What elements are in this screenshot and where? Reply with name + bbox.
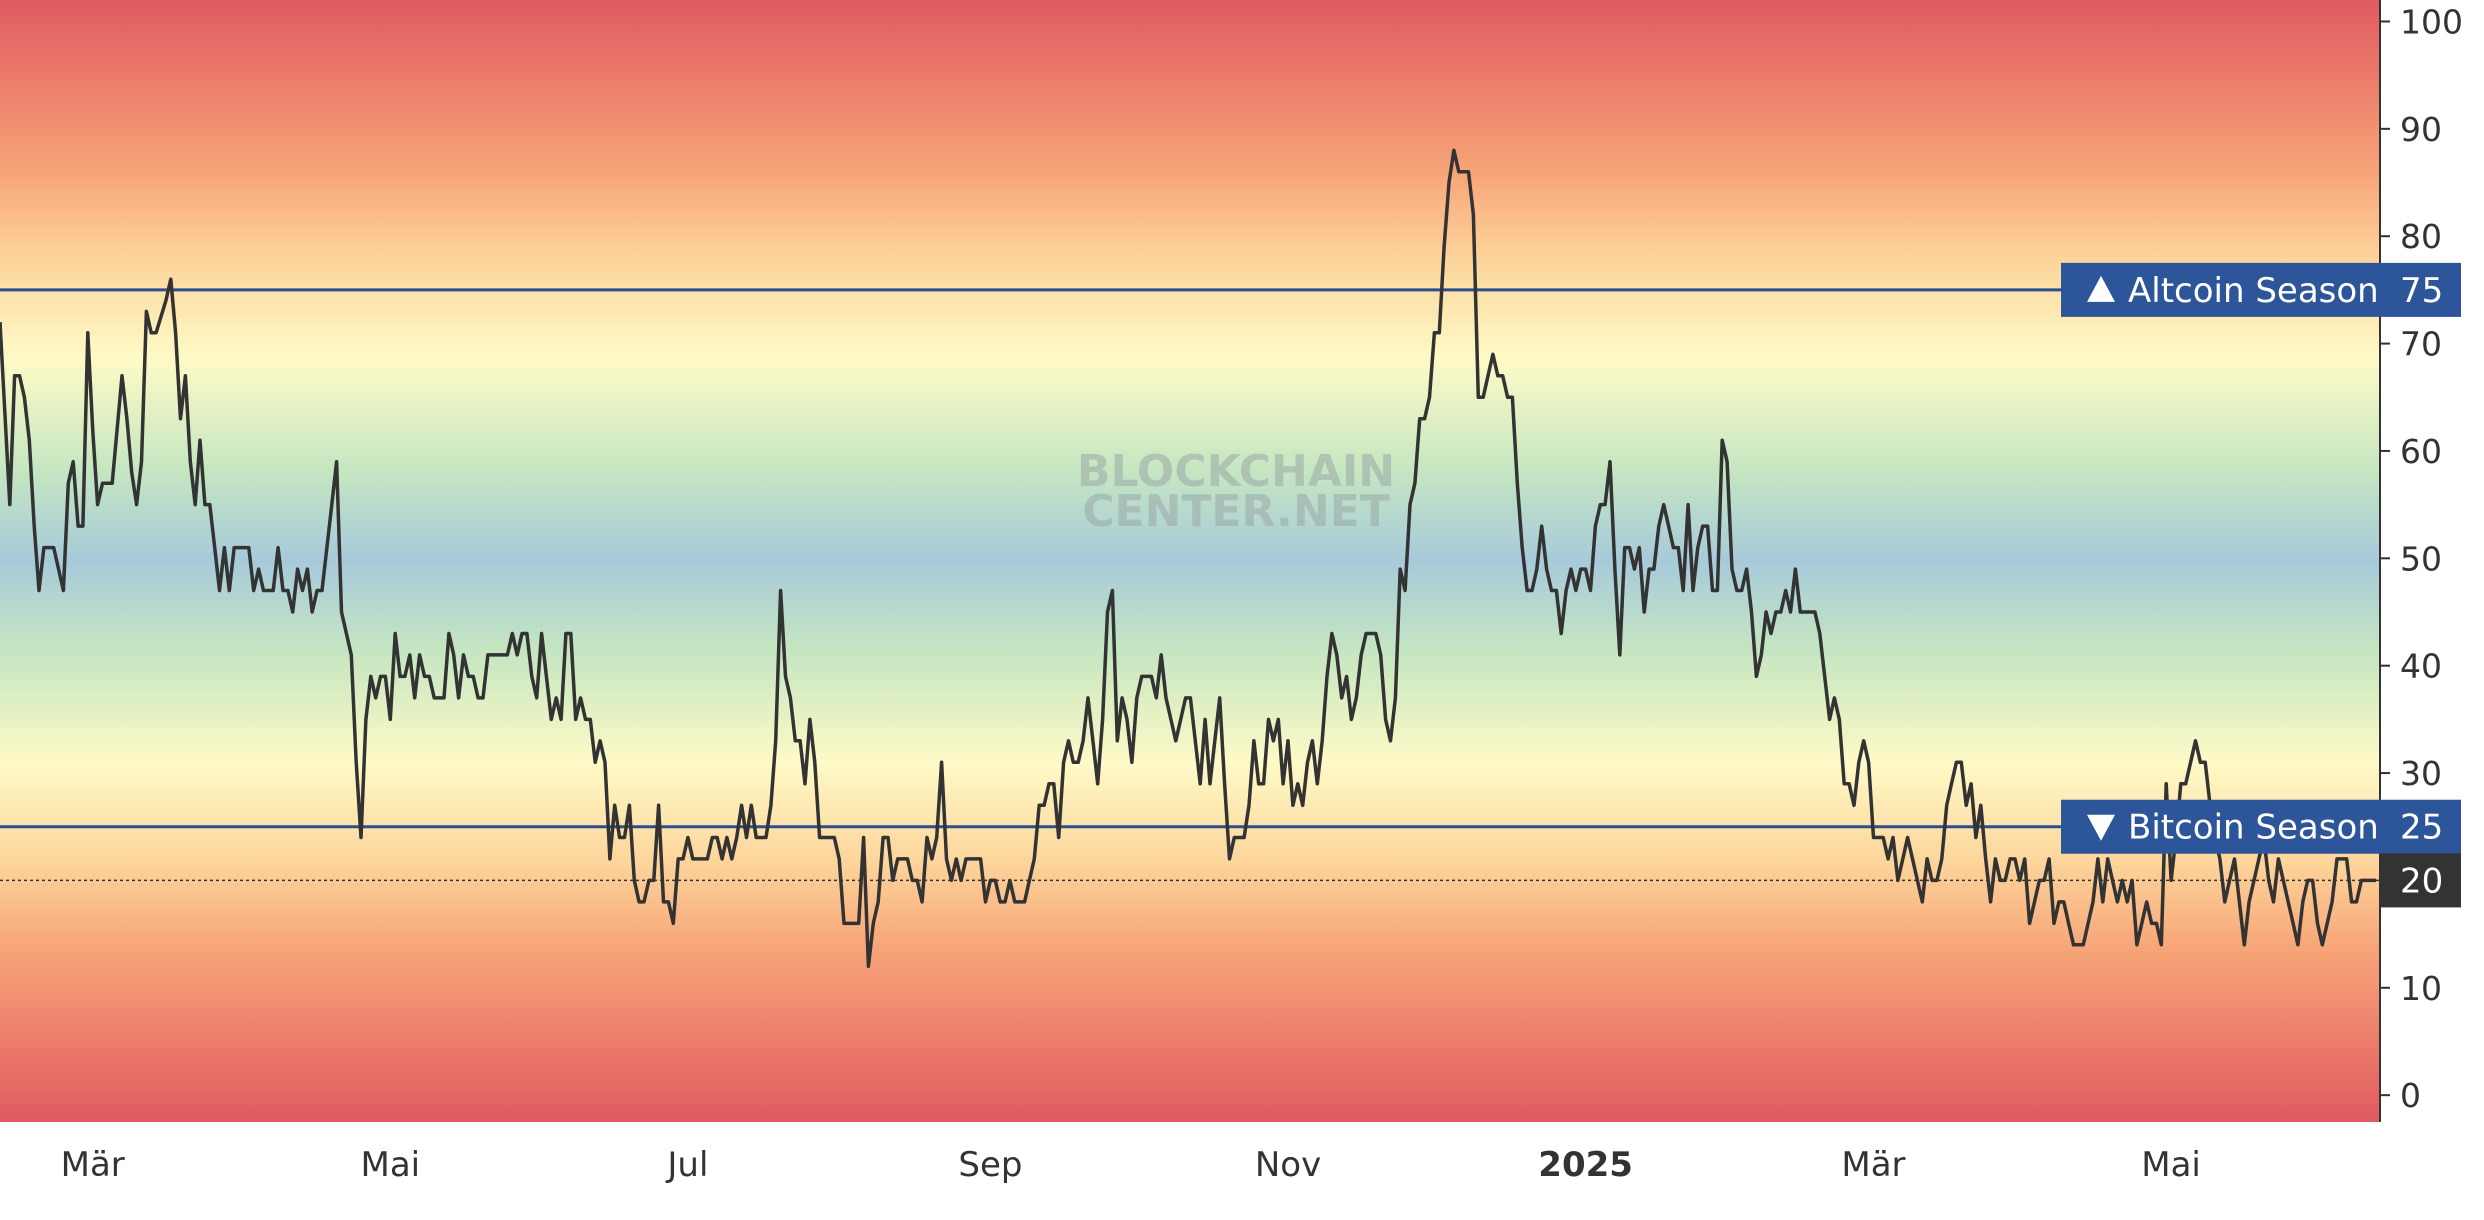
y-tick-label: 100 (2400, 2, 2463, 41)
threshold-value-label: 75 (2400, 271, 2443, 311)
threshold-label-text: Bitcoin Season (2128, 808, 2379, 848)
threshold-labels: Altcoin Season 75 Bitcoin Season 25 (2061, 262, 2461, 854)
series-line (0, 148, 2376, 969)
x-axis: Mär Mai Jul Sep Nov 2025 Mär Mai (61, 1145, 2201, 1185)
x-tick-label: 2025 (1538, 1145, 1633, 1185)
current-value-text: 20 (2400, 861, 2443, 901)
x-tick-label: Sep (958, 1145, 1022, 1185)
y-tick-label: 70 (2400, 325, 2442, 364)
watermark: BLOCKCHAIN CENTER.NET (1077, 446, 1395, 537)
y-tick-label: 30 (2400, 754, 2442, 793)
threshold-value-label: 25 (2400, 808, 2443, 848)
x-tick-label: Jul (665, 1145, 708, 1185)
watermark-line-1: BLOCKCHAIN (1077, 446, 1395, 497)
triangle-up-icon (2087, 275, 2115, 302)
y-tick-label: 90 (2400, 110, 2442, 149)
x-tick-label: Nov (1255, 1145, 1321, 1185)
current-value-label: 20 (2380, 853, 2461, 908)
triangle-down-icon (2087, 814, 2115, 841)
y-tick-label: 60 (2400, 432, 2442, 471)
threshold-label-text: Altcoin Season (2128, 271, 2379, 311)
current-value-box (2380, 853, 2461, 908)
y-tick-label: 10 (2400, 969, 2442, 1008)
threshold-label-box (2061, 262, 2461, 317)
threshold-label-box (2061, 799, 2461, 854)
y-tick-label: 80 (2400, 217, 2442, 256)
x-tick-label: Mai (360, 1145, 420, 1185)
plot-background (0, 0, 2380, 1122)
x-tick-label: Mär (61, 1145, 125, 1185)
y-tick-label: 40 (2400, 647, 2442, 686)
y-tick-label: 50 (2400, 539, 2442, 578)
y-tick-label: 0 (2400, 1076, 2421, 1115)
y-axis: 0 10 20 30 40 50 60 70 80 90 100 (2379, 0, 2463, 1122)
watermark-line-2: CENTER.NET (1082, 486, 1390, 537)
x-tick-label: Mär (1841, 1145, 1905, 1185)
x-tick-label: Mai (2141, 1145, 2201, 1185)
